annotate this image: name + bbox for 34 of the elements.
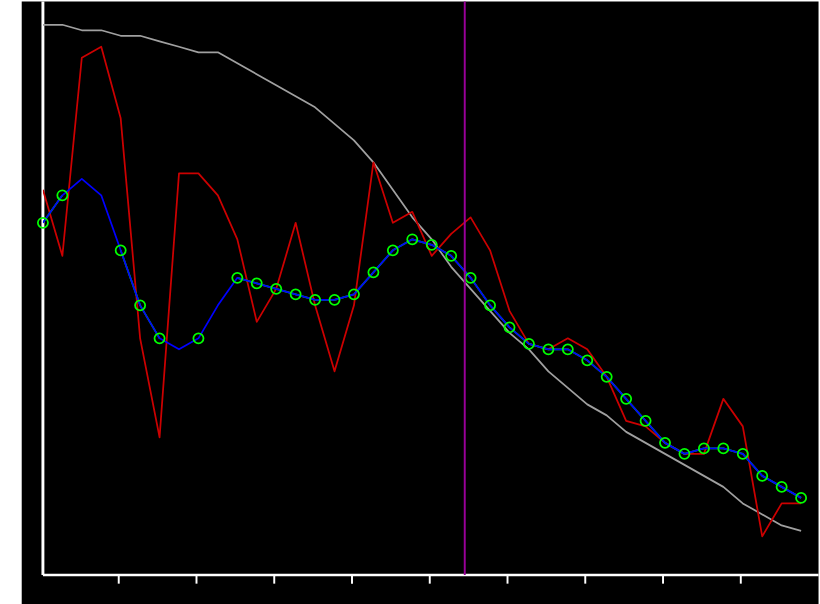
point [328,293,341,306]
point [406,233,419,246]
point [231,271,244,284]
point [542,343,555,356]
point [114,244,127,257]
point [620,392,633,405]
point [678,447,691,460]
point [192,332,205,345]
point [697,442,710,455]
point [348,288,360,301]
point [484,299,496,312]
point [717,442,730,455]
point [464,271,477,284]
point [289,288,302,301]
point [250,277,263,290]
point [581,354,594,367]
point [425,238,438,251]
point [56,189,69,202]
point [659,436,671,449]
point [309,293,322,306]
point [367,266,380,279]
point [386,244,399,257]
point [561,343,574,356]
point [503,321,516,334]
point [445,249,458,262]
point [600,370,613,383]
point [270,282,283,295]
point [775,480,788,493]
point [523,337,535,350]
point [639,414,652,427]
point [756,469,769,482]
point [153,332,166,345]
point [134,299,147,312]
point [736,447,749,460]
